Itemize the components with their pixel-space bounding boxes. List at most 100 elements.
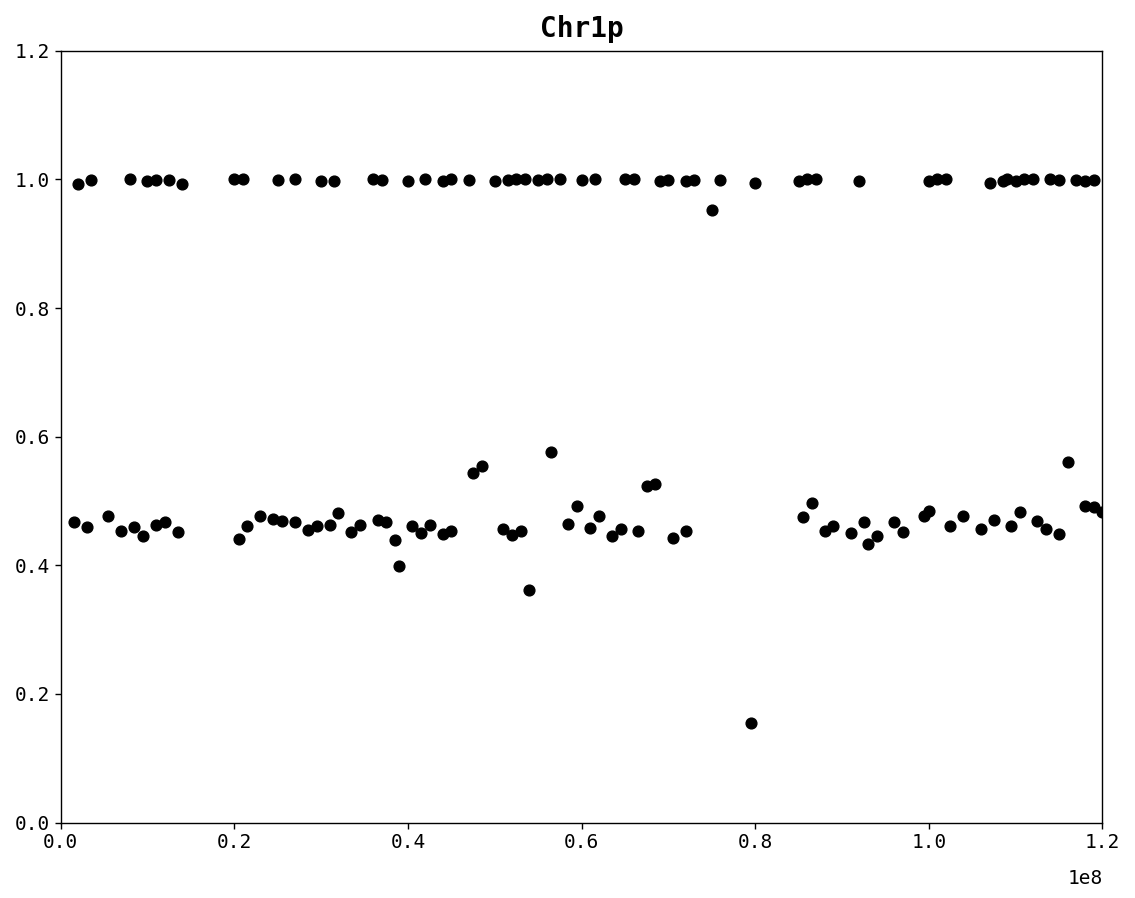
Point [460, 173, 478, 188]
Point [464, 466, 482, 480]
Point [364, 172, 382, 186]
Point [1015, 172, 1033, 186]
Point [398, 174, 417, 189]
Point [412, 525, 430, 540]
Point [229, 532, 247, 546]
Point [512, 524, 530, 539]
Point [503, 528, 521, 542]
Point [69, 177, 87, 191]
Point [1002, 519, 1020, 533]
Point [981, 176, 999, 190]
Point [286, 515, 304, 529]
Point [225, 172, 243, 186]
Point [793, 510, 812, 524]
Point [590, 509, 608, 524]
Point [972, 522, 990, 536]
Text: 1e8: 1e8 [1067, 868, 1102, 888]
Point [998, 172, 1016, 187]
Point [138, 174, 157, 189]
Point [169, 524, 187, 539]
Point [650, 173, 669, 188]
Point [807, 172, 825, 186]
Point [174, 177, 192, 191]
Point [867, 529, 885, 543]
Point [612, 522, 630, 536]
Point [1024, 172, 1042, 187]
Point [82, 173, 100, 188]
Point [264, 512, 283, 526]
Point [299, 523, 317, 537]
Point [443, 524, 461, 538]
Point [1041, 172, 1059, 187]
Point [850, 174, 868, 189]
Point [569, 499, 587, 514]
Point [1007, 173, 1025, 188]
Point [390, 559, 409, 573]
Point [629, 524, 647, 538]
Point [1028, 514, 1046, 528]
Point [234, 172, 252, 187]
Point [1050, 526, 1068, 541]
Point [507, 172, 526, 187]
Point [286, 172, 304, 187]
Point [938, 172, 956, 186]
Point [1059, 454, 1077, 469]
Point [443, 172, 461, 187]
Point [343, 524, 361, 539]
Point [351, 518, 369, 533]
Point [520, 583, 538, 597]
Point [703, 203, 721, 217]
Point [495, 522, 513, 536]
Point [993, 173, 1011, 188]
Point [269, 173, 287, 188]
Point [121, 172, 140, 187]
Point [893, 524, 911, 539]
Point [160, 173, 178, 188]
Point [802, 496, 821, 510]
Point [125, 520, 143, 534]
Point [841, 525, 859, 540]
Point [112, 524, 131, 539]
Point [855, 515, 873, 529]
Point [859, 537, 877, 551]
Point [155, 515, 174, 530]
Point [746, 176, 764, 190]
Point [486, 173, 504, 188]
Point [572, 173, 590, 188]
Point [676, 524, 695, 539]
Point [659, 173, 678, 188]
Point [550, 172, 569, 187]
Point [238, 519, 257, 533]
Point [1067, 173, 1085, 188]
Point [616, 172, 634, 186]
Point [1076, 173, 1094, 188]
Point [955, 509, 973, 524]
Point [516, 172, 535, 187]
Point [985, 513, 1003, 527]
Point [538, 172, 556, 186]
Point [529, 173, 547, 188]
Point [824, 519, 842, 533]
Point [308, 519, 326, 533]
Point [472, 459, 490, 473]
Point [686, 173, 704, 188]
Point [586, 172, 604, 186]
Point [312, 173, 330, 188]
Point [664, 531, 682, 545]
Point [329, 506, 347, 521]
Point [646, 477, 664, 491]
Point [1085, 499, 1103, 514]
Point [941, 519, 959, 533]
Title: Chr1p: Chr1p [539, 15, 623, 43]
Point [798, 172, 816, 187]
Point [65, 515, 83, 529]
Point [624, 172, 642, 186]
Point [1011, 505, 1029, 519]
Point [638, 479, 656, 493]
Point [251, 509, 269, 524]
Point [77, 520, 95, 534]
Point [421, 517, 439, 532]
Point [676, 174, 695, 189]
Point [1037, 522, 1056, 536]
Point [741, 716, 759, 730]
